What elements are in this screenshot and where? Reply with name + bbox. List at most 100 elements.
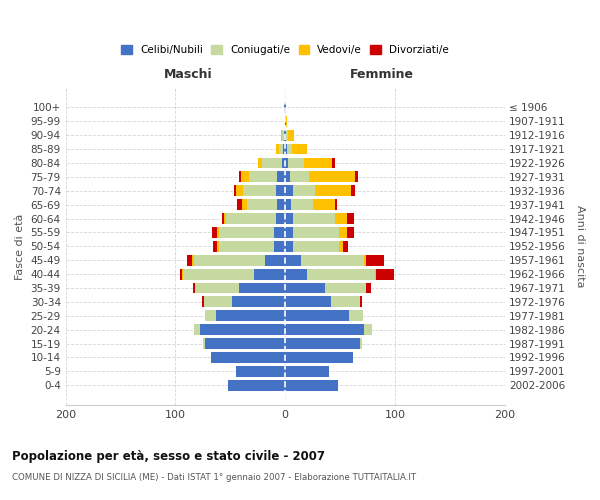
Bar bbox=[285, 324, 364, 335]
Bar bbox=[285, 366, 329, 377]
Bar bbox=[343, 241, 348, 252]
Bar bbox=[237, 199, 242, 210]
Bar bbox=[285, 144, 287, 154]
Bar bbox=[307, 268, 375, 280]
Bar bbox=[202, 296, 204, 308]
Bar bbox=[286, 116, 287, 126]
Bar bbox=[244, 186, 277, 196]
Bar bbox=[217, 227, 220, 238]
Bar bbox=[364, 324, 372, 335]
Bar bbox=[293, 241, 339, 252]
Text: Popolazione per età, sesso e stato civile - 2007: Popolazione per età, sesso e stato civil… bbox=[12, 450, 325, 463]
Bar bbox=[211, 352, 285, 363]
Bar bbox=[205, 310, 216, 321]
Bar bbox=[284, 102, 285, 113]
Bar bbox=[220, 227, 274, 238]
Bar bbox=[286, 130, 289, 140]
Bar bbox=[367, 255, 384, 266]
Bar bbox=[232, 296, 285, 308]
Bar bbox=[351, 186, 355, 196]
Bar bbox=[192, 255, 194, 266]
Bar bbox=[285, 158, 289, 168]
Bar bbox=[285, 338, 360, 349]
Bar bbox=[364, 255, 367, 266]
Bar bbox=[285, 116, 286, 126]
Bar bbox=[285, 199, 290, 210]
Bar bbox=[213, 241, 217, 252]
Bar bbox=[224, 213, 226, 224]
Bar bbox=[226, 213, 277, 224]
Bar bbox=[194, 324, 200, 335]
Bar bbox=[360, 296, 362, 308]
Bar bbox=[217, 241, 220, 252]
Bar bbox=[183, 268, 254, 280]
Bar bbox=[204, 296, 232, 308]
Bar bbox=[367, 282, 371, 294]
Bar bbox=[203, 338, 205, 349]
Bar bbox=[355, 172, 358, 182]
Bar bbox=[285, 352, 353, 363]
Bar bbox=[239, 282, 285, 294]
Text: Femmine: Femmine bbox=[350, 68, 414, 81]
Bar bbox=[293, 227, 339, 238]
Bar bbox=[200, 324, 285, 335]
Bar bbox=[290, 199, 313, 210]
Bar bbox=[285, 268, 307, 280]
Bar bbox=[289, 158, 304, 168]
Y-axis label: Fasce di età: Fasce di età bbox=[15, 213, 25, 280]
Bar bbox=[315, 186, 351, 196]
Bar bbox=[347, 213, 354, 224]
Bar bbox=[233, 186, 236, 196]
Bar bbox=[277, 213, 285, 224]
Bar bbox=[236, 366, 285, 377]
Bar bbox=[289, 130, 294, 140]
Bar bbox=[228, 380, 285, 390]
Bar bbox=[335, 213, 347, 224]
Bar bbox=[254, 268, 285, 280]
Bar bbox=[331, 296, 360, 308]
Bar bbox=[360, 338, 362, 349]
Bar bbox=[277, 172, 285, 182]
Bar bbox=[283, 144, 285, 154]
Bar bbox=[335, 199, 337, 210]
Bar bbox=[277, 199, 285, 210]
Bar bbox=[313, 199, 335, 210]
Bar bbox=[285, 213, 293, 224]
Bar bbox=[221, 213, 224, 224]
Bar bbox=[212, 227, 217, 238]
Bar bbox=[282, 158, 285, 168]
Bar bbox=[278, 144, 283, 154]
Text: COMUNE DI NIZZA DI SICILIA (ME) - Dati ISTAT 1° gennaio 2007 - Elaborazione TUTT: COMUNE DI NIZZA DI SICILIA (ME) - Dati I… bbox=[12, 472, 416, 482]
Bar bbox=[339, 241, 343, 252]
Bar bbox=[262, 158, 282, 168]
Y-axis label: Anni di nascita: Anni di nascita bbox=[575, 205, 585, 288]
Bar bbox=[180, 268, 182, 280]
Bar bbox=[293, 213, 335, 224]
Bar bbox=[375, 268, 376, 280]
Bar bbox=[239, 172, 241, 182]
Bar bbox=[216, 310, 285, 321]
Bar bbox=[285, 172, 290, 182]
Bar bbox=[205, 338, 285, 349]
Bar bbox=[285, 282, 325, 294]
Bar bbox=[277, 144, 278, 154]
Bar bbox=[194, 255, 265, 266]
Bar bbox=[249, 172, 277, 182]
Bar bbox=[309, 172, 355, 182]
Bar bbox=[347, 227, 354, 238]
Legend: Celibi/Nubili, Coniugati/e, Vedovi/e, Divorziati/e: Celibi/Nubili, Coniugati/e, Vedovi/e, Di… bbox=[121, 45, 449, 55]
Bar bbox=[195, 282, 239, 294]
Bar bbox=[247, 199, 277, 210]
Bar bbox=[274, 241, 285, 252]
Bar bbox=[277, 186, 285, 196]
Bar bbox=[287, 144, 292, 154]
Bar bbox=[292, 144, 307, 154]
Bar bbox=[242, 199, 247, 210]
Bar bbox=[241, 172, 249, 182]
Bar bbox=[193, 282, 195, 294]
Bar bbox=[339, 227, 347, 238]
Bar bbox=[258, 158, 262, 168]
Bar bbox=[290, 172, 309, 182]
Bar bbox=[285, 130, 286, 140]
Bar bbox=[265, 255, 285, 266]
